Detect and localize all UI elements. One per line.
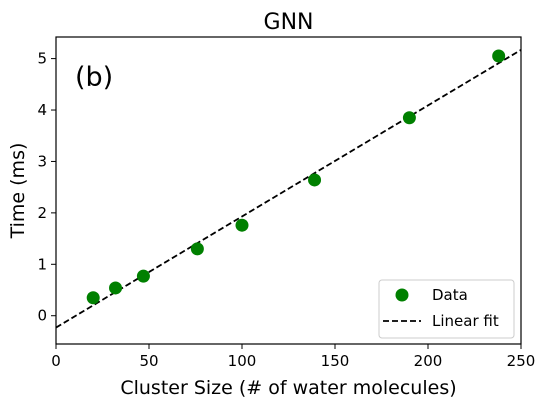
legend-data-marker	[395, 288, 409, 302]
fit-layer	[56, 49, 521, 329]
y-tick-label: 1	[37, 255, 47, 273]
legend: Data Linear fit	[378, 279, 515, 339]
data-point	[109, 281, 123, 295]
y-tick-label: 0	[37, 307, 47, 325]
y-tick-label: 5	[37, 50, 47, 68]
x-axis-label: Cluster Size (# of water molecules)	[120, 377, 456, 399]
legend-fit-label: Linear fit	[432, 312, 499, 330]
y-tick-label: 2	[37, 204, 47, 222]
points-layer	[86, 49, 506, 305]
data-point	[492, 49, 506, 63]
chart-title: GNN	[264, 10, 314, 35]
x-tick-label: 250	[507, 352, 536, 370]
x-tick-label: 100	[228, 352, 257, 370]
data-point	[308, 173, 322, 187]
x-tick-label: 0	[51, 352, 61, 370]
y-axis-label: Time (ms)	[7, 143, 29, 240]
plot-frame	[55, 36, 522, 345]
data-point	[136, 269, 150, 283]
x-tick-label: 50	[139, 352, 158, 370]
legend-box	[378, 279, 515, 339]
x-tick-label: 200	[414, 352, 443, 370]
data-point	[190, 242, 204, 256]
data-point	[86, 291, 100, 305]
y-tick-label: 4	[37, 101, 47, 119]
legend-data-label: Data	[432, 286, 468, 304]
x-tick-label: 150	[321, 352, 350, 370]
x-axis-ticks: 0 50 100 150 200 250	[51, 344, 535, 370]
y-axis-ticks: 0 1 2 3 4 5	[37, 50, 56, 325]
linear-fit-line	[56, 49, 521, 329]
y-tick-label: 3	[37, 152, 47, 170]
panel-label: (b)	[75, 62, 113, 93]
data-point	[402, 111, 416, 125]
data-point	[235, 218, 249, 232]
